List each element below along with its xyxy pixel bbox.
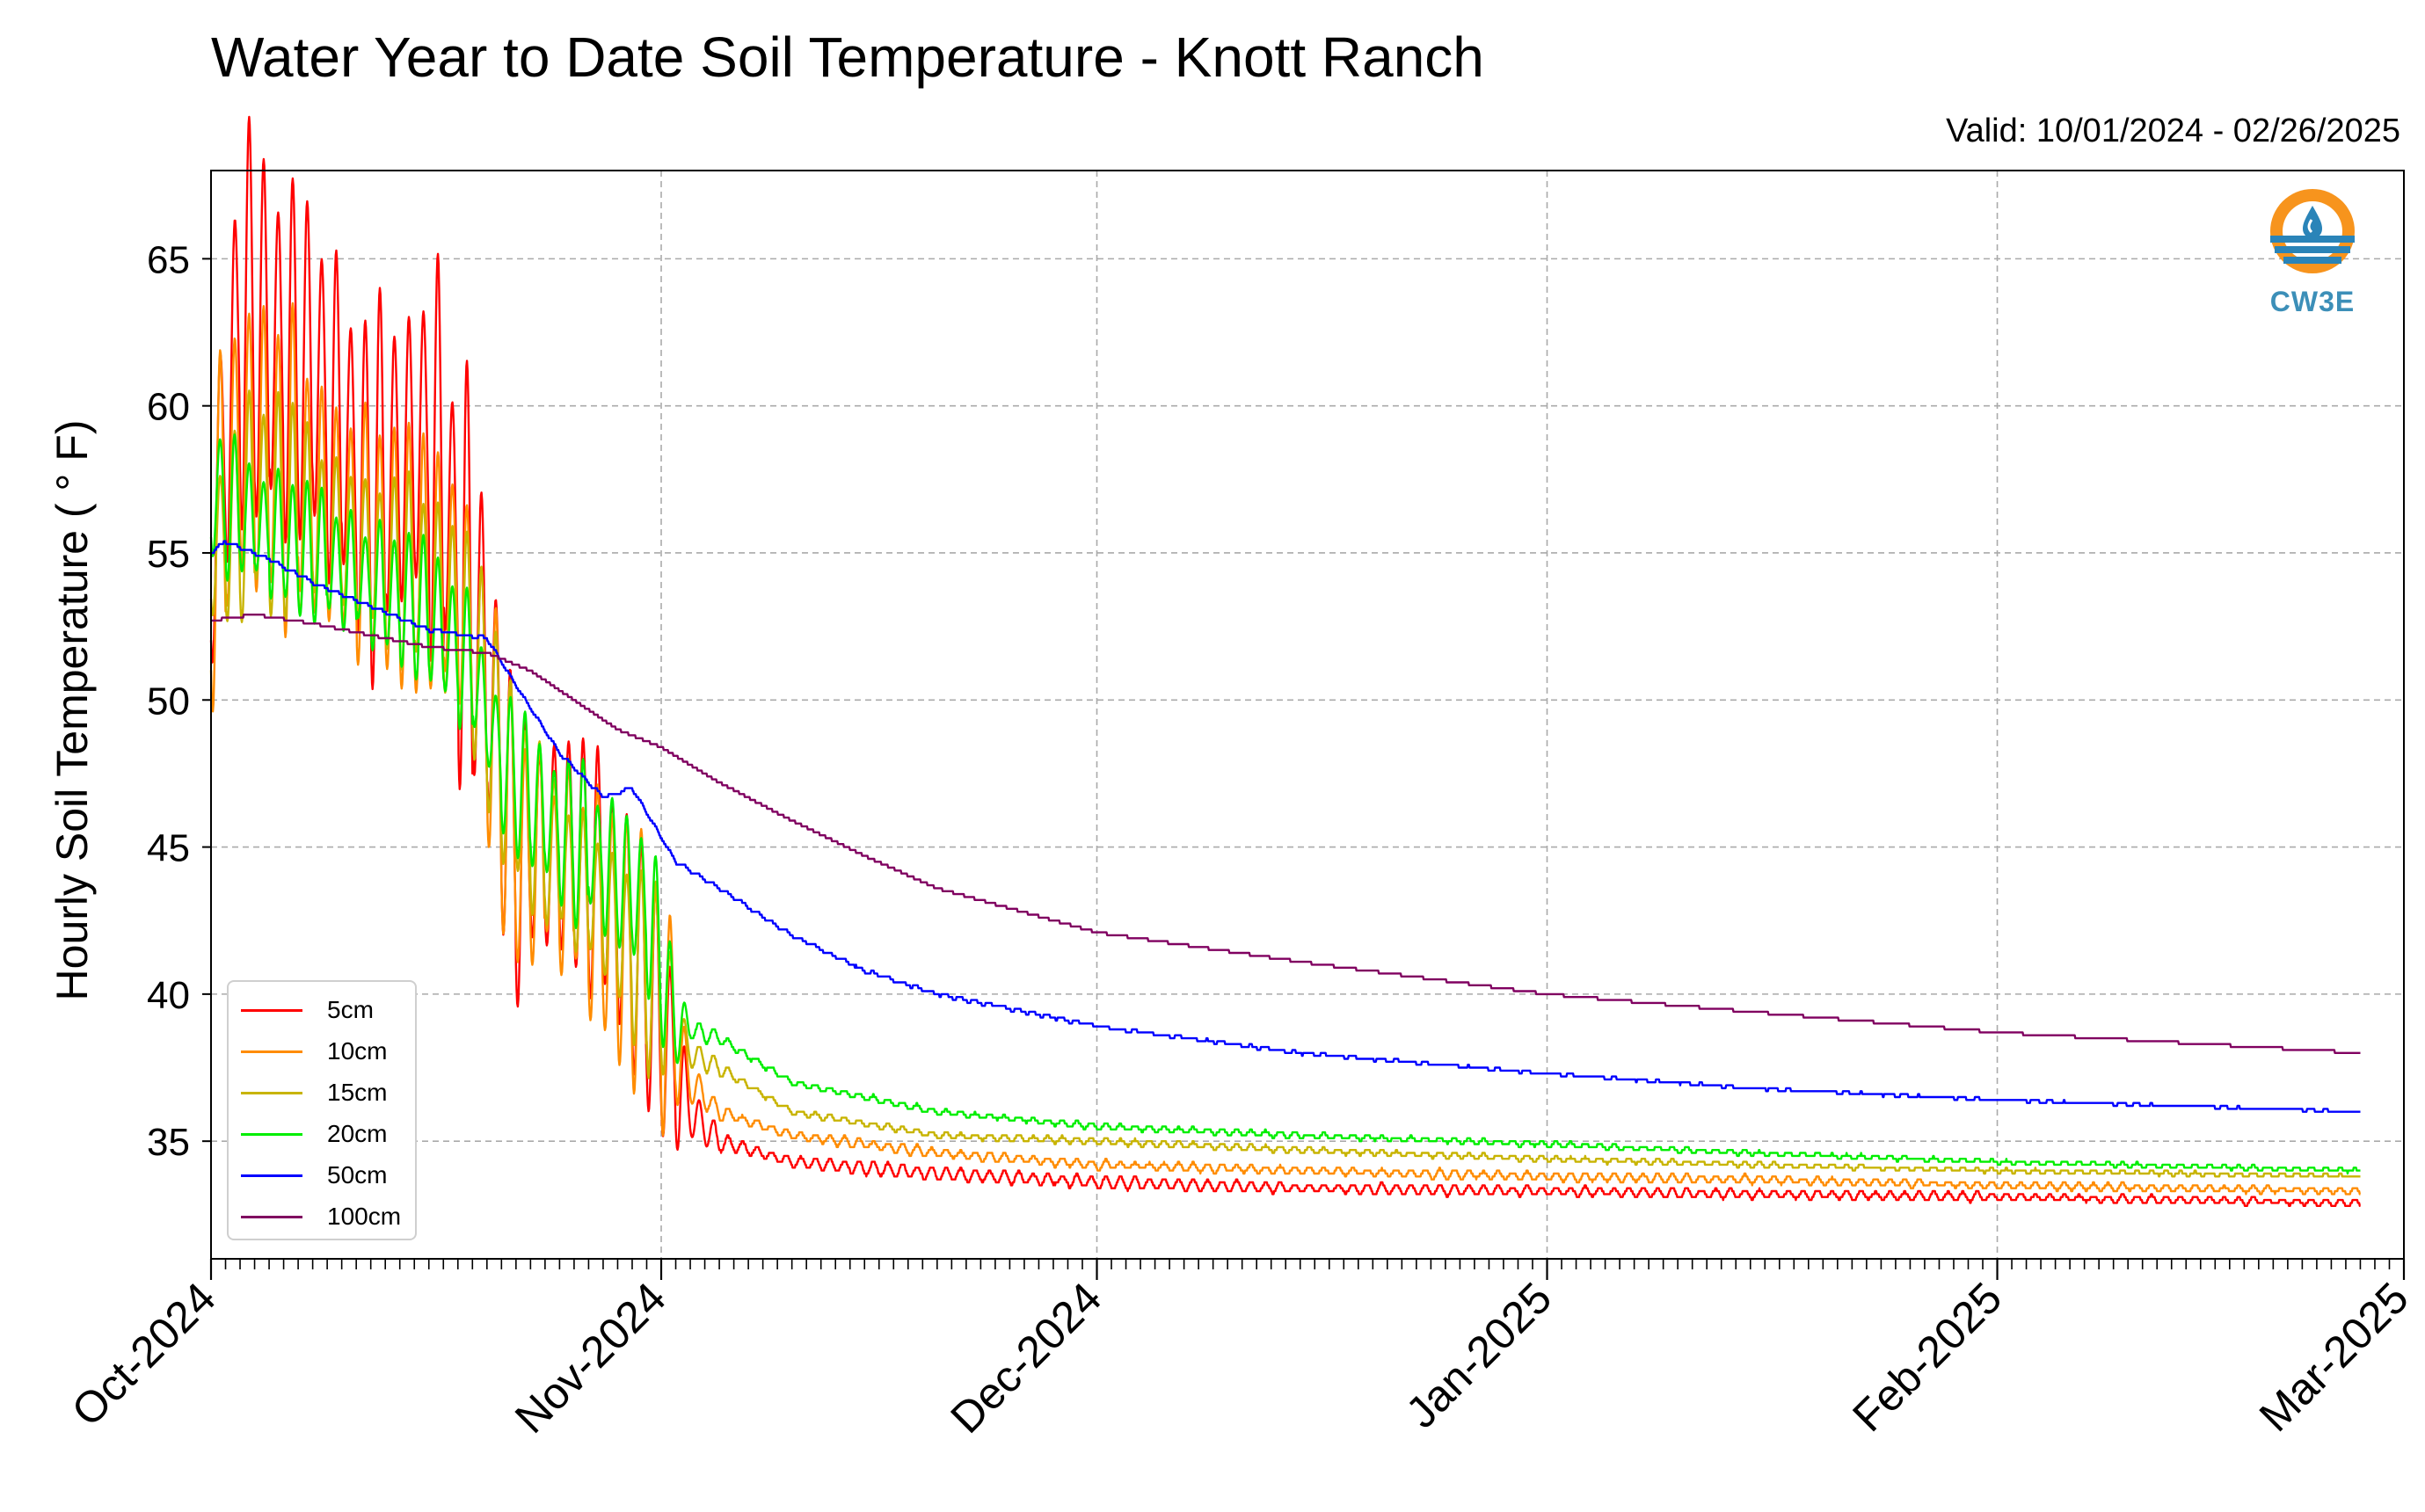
- series-line-100cm: [210, 614, 2361, 1054]
- legend-label: 100cm: [327, 1203, 402, 1230]
- y-tick-label: 45: [147, 827, 190, 870]
- series-line-15cm: [209, 389, 2361, 1178]
- legend-label: 50cm: [327, 1161, 388, 1189]
- legend-item: 5cm: [241, 992, 374, 1028]
- axis-layer: 35 40 45 50 55 60 65 Oct-2024 Nov-2024 Dec-2024 Ja…: [62, 238, 2418, 1443]
- legend-swatch: [241, 1215, 302, 1218]
- y-tick-label: 50: [147, 680, 190, 723]
- legend-swatch: [241, 1174, 302, 1177]
- y-tick-label: 40: [147, 974, 190, 1017]
- series-line-50cm: [210, 540, 2361, 1113]
- legend-label: 5cm: [327, 996, 374, 1023]
- y-tick-label: 35: [147, 1121, 190, 1164]
- series-line-5cm: [209, 115, 2361, 1207]
- x-tick-label: Nov-2024: [506, 1273, 675, 1443]
- series-line-10cm: [209, 302, 2361, 1196]
- series-layer: [209, 115, 2361, 1207]
- x-tick-label: Jan-2025: [1396, 1273, 1561, 1437]
- legend-swatch: [241, 1050, 302, 1053]
- legend-swatch: [241, 1132, 302, 1136]
- series-line-20cm: [209, 433, 2361, 1175]
- cw3e-logo-icon: [2270, 189, 2355, 273]
- x-tick-label: Mar-2025: [2250, 1273, 2418, 1441]
- y-tick-label: 55: [147, 533, 190, 576]
- legend-item: 10cm: [241, 1034, 387, 1069]
- legend-swatch: [241, 1091, 302, 1094]
- y-tick-label: 60: [147, 386, 190, 429]
- logo-text: CW3E: [2269, 286, 2356, 317]
- x-tick-label: Oct-2024: [62, 1273, 225, 1436]
- grid-layer: [211, 171, 2404, 1259]
- legend-swatch: [241, 1008, 302, 1012]
- y-tick-label: 65: [147, 238, 190, 281]
- x-tick-label: Feb-2025: [1843, 1273, 2011, 1441]
- legend-item: 20cm: [241, 1116, 387, 1152]
- legend-label: 20cm: [327, 1120, 388, 1147]
- legend-item: 100cm: [241, 1199, 401, 1234]
- cw3e-logo: CW3E: [2260, 183, 2365, 318]
- legend-item: 15cm: [241, 1075, 387, 1110]
- legend-item: 50cm: [241, 1158, 387, 1193]
- legend-label: 15cm: [327, 1079, 388, 1106]
- legend: 5cm 10cm 15cm 20cm 50cm 100cm: [227, 980, 417, 1240]
- plot-frame: [210, 170, 2405, 1260]
- chart-title: Water Year to Date Soil Temperature - Kn…: [211, 25, 1484, 89]
- chart-subtitle: Valid: 10/01/2024 - 02/26/2025: [1946, 113, 2400, 149]
- x-tick-label: Dec-2024: [941, 1273, 1111, 1443]
- legend-label: 10cm: [327, 1037, 388, 1065]
